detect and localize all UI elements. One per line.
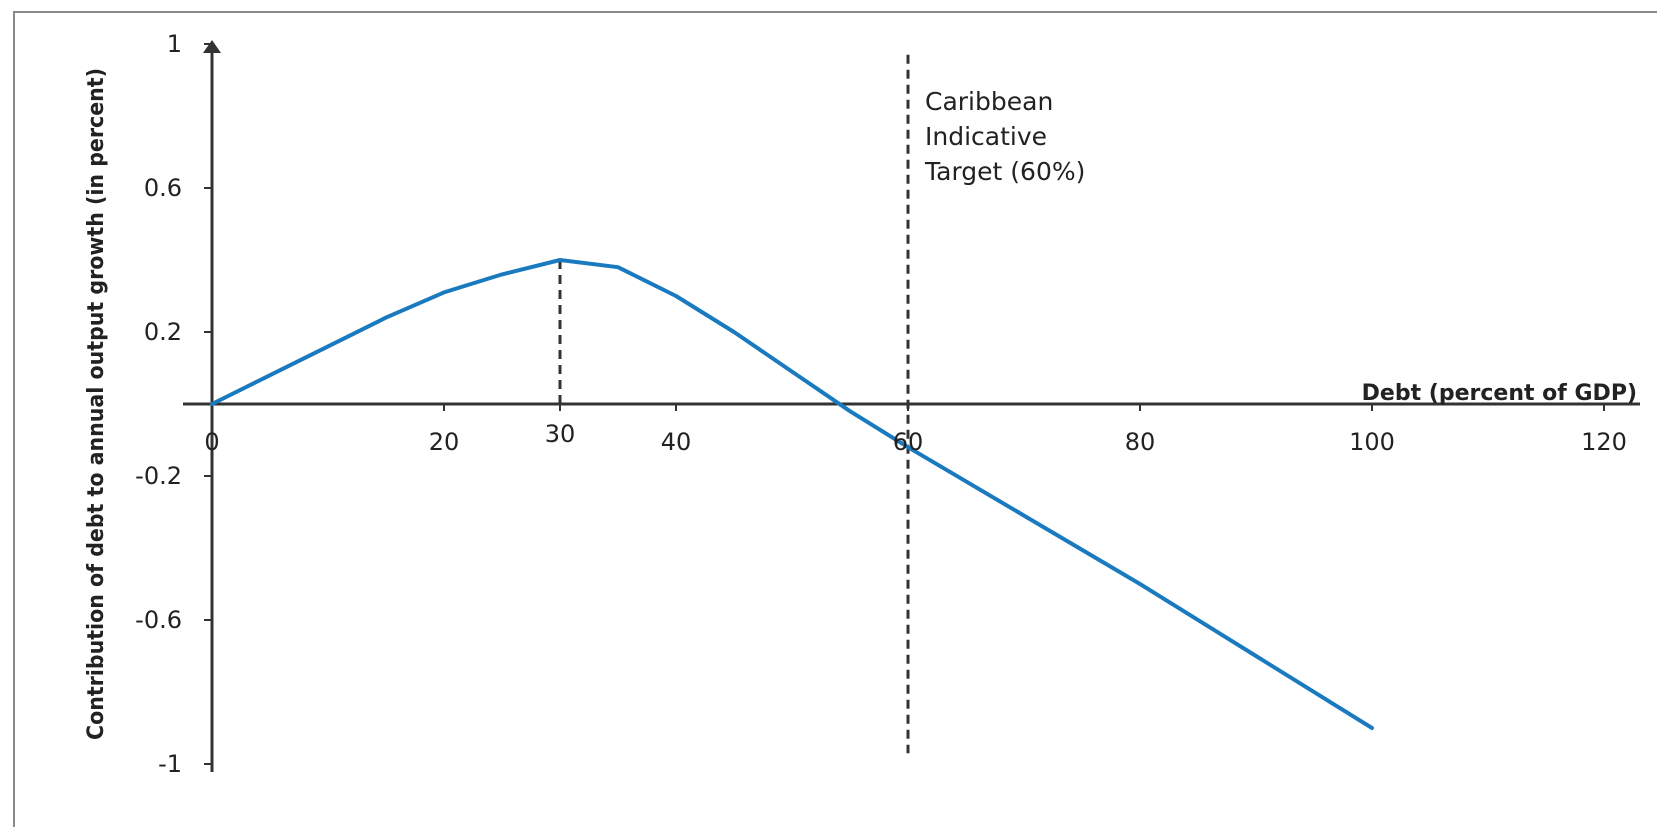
y-tick-label: 0.2 <box>144 318 182 346</box>
x-tick-label: 20 <box>429 428 460 456</box>
series-layer <box>210 258 1374 730</box>
x-tick-label: 100 <box>1349 428 1395 456</box>
x-tick-label: 0 <box>204 428 219 456</box>
labels-layer: 1 0.6 0.2 -0.2 -0.6 -1 0 20 30 40 60 80 100 120 Debt (… <box>84 30 1637 778</box>
x-tick-label: 80 <box>1125 428 1156 456</box>
reference-lines <box>558 54 910 754</box>
y-tick-label: -0.6 <box>135 606 182 634</box>
chart-frame <box>13 11 1657 827</box>
x-axis-title: Debt (percent of GDP) <box>1362 381 1637 406</box>
axes <box>183 40 1640 772</box>
annotation-line: Target (60%) <box>924 157 1085 186</box>
y-tick-label: 1 <box>167 30 182 58</box>
annotation-line: Caribbean <box>925 87 1053 116</box>
series-line <box>210 258 1374 730</box>
x-tick-label: 60 <box>893 428 924 456</box>
x-tick-label: 30 <box>545 420 576 448</box>
x-tick-label: 40 <box>661 428 692 456</box>
y-tick-label: -1 <box>158 750 182 778</box>
y-tick-label: 0.6 <box>144 174 182 202</box>
x-tick-label: 120 <box>1581 428 1627 456</box>
y-axis-arrow <box>203 40 221 53</box>
y-tick-label: -0.2 <box>135 462 182 490</box>
y-axis-title: Contribution of debt to annual output gr… <box>84 68 109 740</box>
annotation-line: Indicative <box>925 122 1047 151</box>
